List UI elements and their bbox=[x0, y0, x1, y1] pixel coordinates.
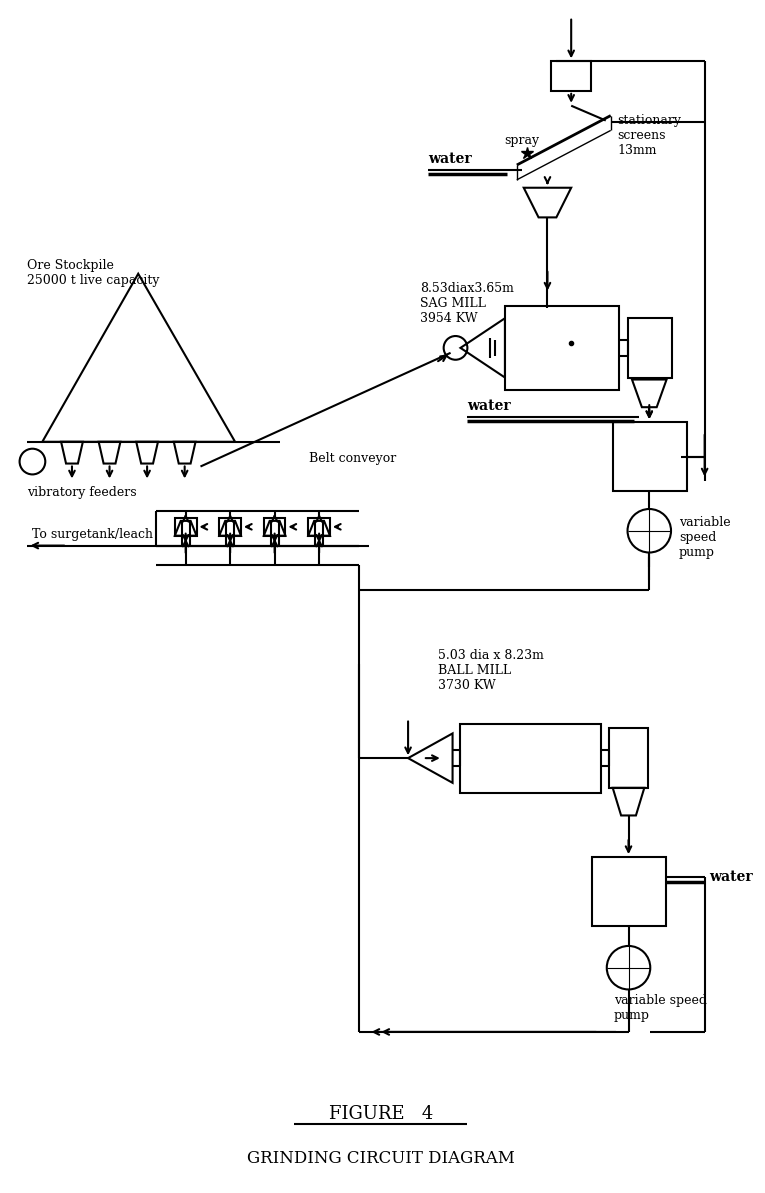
Text: water: water bbox=[467, 400, 511, 413]
Bar bbox=[220, 518, 241, 536]
Text: water: water bbox=[428, 152, 471, 166]
Text: 5.03 dia x 8.23m
BALL MILL
3730 KW: 5.03 dia x 8.23m BALL MILL 3730 KW bbox=[438, 649, 544, 692]
Bar bbox=[264, 518, 285, 536]
Bar bbox=[613, 422, 687, 492]
Text: To surgetank/leach: To surgetank/leach bbox=[32, 527, 154, 540]
Bar bbox=[505, 307, 619, 390]
Bar bbox=[592, 857, 666, 926]
Bar bbox=[609, 729, 648, 787]
Bar bbox=[552, 61, 591, 91]
Text: spray: spray bbox=[504, 134, 539, 147]
Text: water: water bbox=[710, 870, 754, 884]
Text: 8.53diax3.65m
SAG MILL
3954 KW: 8.53diax3.65m SAG MILL 3954 KW bbox=[420, 282, 514, 324]
Text: Belt conveyor: Belt conveyor bbox=[309, 452, 396, 465]
Text: Ore Stockpile
25000 t live capacity: Ore Stockpile 25000 t live capacity bbox=[28, 259, 160, 286]
Text: variable
speed
pump: variable speed pump bbox=[679, 515, 731, 560]
Bar bbox=[174, 518, 197, 536]
Text: GRINDING CIRCUIT DIAGRAM: GRINDING CIRCUIT DIAGRAM bbox=[247, 1150, 516, 1167]
Bar bbox=[461, 723, 601, 792]
Text: vibratory feeders: vibratory feeders bbox=[28, 487, 137, 500]
Bar bbox=[627, 319, 672, 377]
Text: variable speed
pump: variable speed pump bbox=[614, 995, 707, 1022]
Text: FIGURE   4: FIGURE 4 bbox=[329, 1105, 434, 1123]
Bar bbox=[308, 518, 330, 536]
Text: stationary
screens
13mm: stationary screens 13mm bbox=[617, 113, 682, 156]
